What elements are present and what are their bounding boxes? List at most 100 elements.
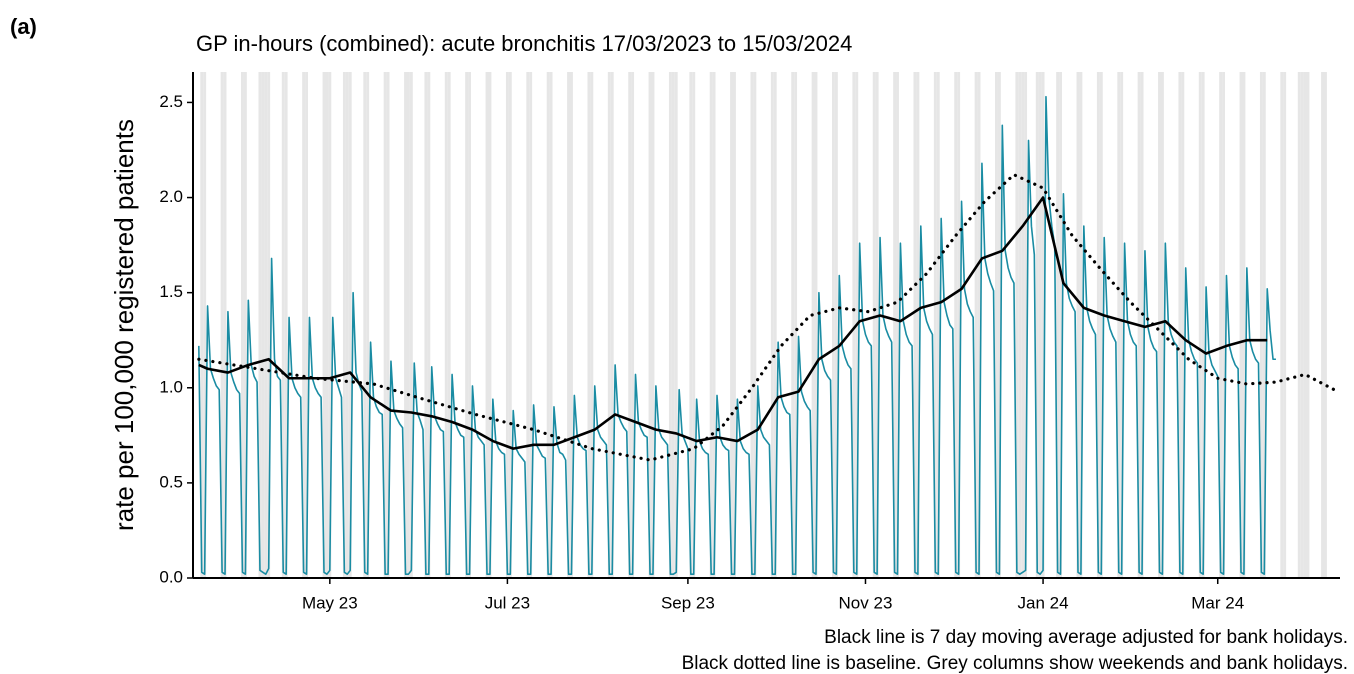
y-tick-label: 2.5: [159, 92, 183, 111]
shaded-column: [1160, 72, 1164, 578]
shaded-column: [692, 72, 696, 578]
shaded-column: [1015, 72, 1019, 578]
shaded-column: [1201, 72, 1205, 578]
shaded-column: [607, 72, 611, 578]
panel-label: (a): [10, 14, 37, 39]
shaded-column: [488, 72, 492, 578]
shaded-column: [505, 72, 509, 578]
shaded-column: [305, 72, 308, 578]
shaded-column: [933, 72, 937, 578]
shaded-column: [832, 72, 835, 578]
shaded-column: [750, 72, 754, 578]
shaded-column: [648, 72, 652, 578]
shaded-column: [709, 72, 713, 578]
shaded-column: [791, 72, 795, 578]
shaded-column: [203, 72, 207, 578]
y-axis-label: rate per 100,000 registered patients: [109, 119, 139, 531]
x-tick-label: Mar 24: [1191, 593, 1244, 612]
shaded-column: [893, 72, 897, 578]
shaded-column: [896, 72, 899, 578]
shaded-column: [1300, 72, 1304, 578]
x-tick-label: Sep 23: [661, 593, 715, 612]
shaded-column: [852, 72, 856, 578]
shaded-column: [590, 72, 594, 578]
shaded-column: [995, 72, 998, 578]
shaded-column: [342, 72, 346, 578]
shaded-column: [834, 72, 838, 578]
y-tick-label: 1.5: [159, 282, 183, 301]
shaded-column: [345, 72, 349, 578]
y-tick-label: 0.0: [159, 567, 183, 586]
shaded-column: [1262, 72, 1266, 578]
shaded-column: [348, 72, 352, 578]
x-tick-label: Jul 23: [485, 593, 530, 612]
x-tick-label: May 23: [302, 593, 358, 612]
shaded-column: [267, 72, 271, 578]
note: Black dotted line is baseline. Grey colu…: [682, 653, 1348, 674]
shaded-column: [325, 72, 329, 578]
shaded-column: [465, 72, 469, 578]
shaded-column: [913, 72, 917, 578]
shaded-column: [485, 72, 489, 578]
shaded-column: [569, 72, 573, 578]
shaded-column: [264, 72, 268, 578]
shaded-column: [468, 72, 472, 578]
y-tick-label: 2.0: [159, 187, 183, 206]
shaded-column: [302, 72, 306, 578]
shaded-column: [1076, 72, 1080, 578]
shaded-column: [916, 72, 920, 578]
shaded-column: [773, 72, 777, 578]
x-tick-label: Nov 23: [839, 593, 893, 612]
shaded-column: [1120, 72, 1124, 578]
shaded-column: [733, 72, 736, 578]
shaded-column: [223, 72, 227, 578]
shaded-column: [284, 72, 288, 578]
shaded-column: [1219, 72, 1223, 578]
shaded-column: [712, 72, 716, 578]
shaded-column: [1056, 72, 1060, 578]
shaded-column: [811, 72, 815, 578]
shaded-column: [383, 72, 387, 578]
shaded-column: [508, 72, 512, 578]
shaded-column: [770, 72, 774, 578]
shaded-column: [936, 72, 940, 578]
shaded-column: [1306, 72, 1310, 578]
shaded-column: [977, 72, 981, 578]
series-line: [197, 173, 1336, 462]
shaded-column: [651, 72, 655, 578]
shaded-column: [997, 72, 1001, 578]
shaded-column: [1303, 72, 1307, 578]
shaded-column: [366, 72, 370, 578]
shaded-column: [1198, 72, 1202, 578]
series-line: [198, 196, 1268, 450]
shaded-column: [628, 72, 632, 578]
shaded-column: [404, 72, 407, 578]
shaded-column: [444, 72, 448, 578]
shaded-column: [526, 72, 530, 578]
shaded-column: [689, 72, 693, 578]
shaded-column: [243, 72, 247, 578]
shaded-column: [610, 72, 614, 578]
shaded-column: [1239, 72, 1243, 578]
shaded-column: [1038, 72, 1042, 578]
shaded-column: [957, 72, 961, 578]
shaded-column: [954, 72, 958, 578]
shaded-column: [587, 72, 591, 578]
shaded-column: [424, 72, 428, 578]
shaded-column: [1158, 72, 1161, 578]
note: Black line is 7 day moving average adjus…: [824, 627, 1348, 648]
shaded-column: [363, 72, 367, 578]
shaded-column: [281, 72, 285, 578]
shaded-column: [1259, 72, 1263, 578]
shaded-column: [1018, 72, 1022, 578]
shaded-column: [220, 72, 224, 578]
shaded-column: [668, 72, 672, 578]
shaded-column: [1024, 72, 1028, 578]
shaded-column: [1242, 72, 1246, 578]
shaded-column: [753, 72, 757, 578]
y-tick-label: 1.0: [159, 377, 183, 396]
series-line: [198, 95, 1276, 575]
shaded-column: [1321, 72, 1324, 578]
shaded-column: [241, 72, 244, 578]
shaded-column: [567, 72, 570, 578]
